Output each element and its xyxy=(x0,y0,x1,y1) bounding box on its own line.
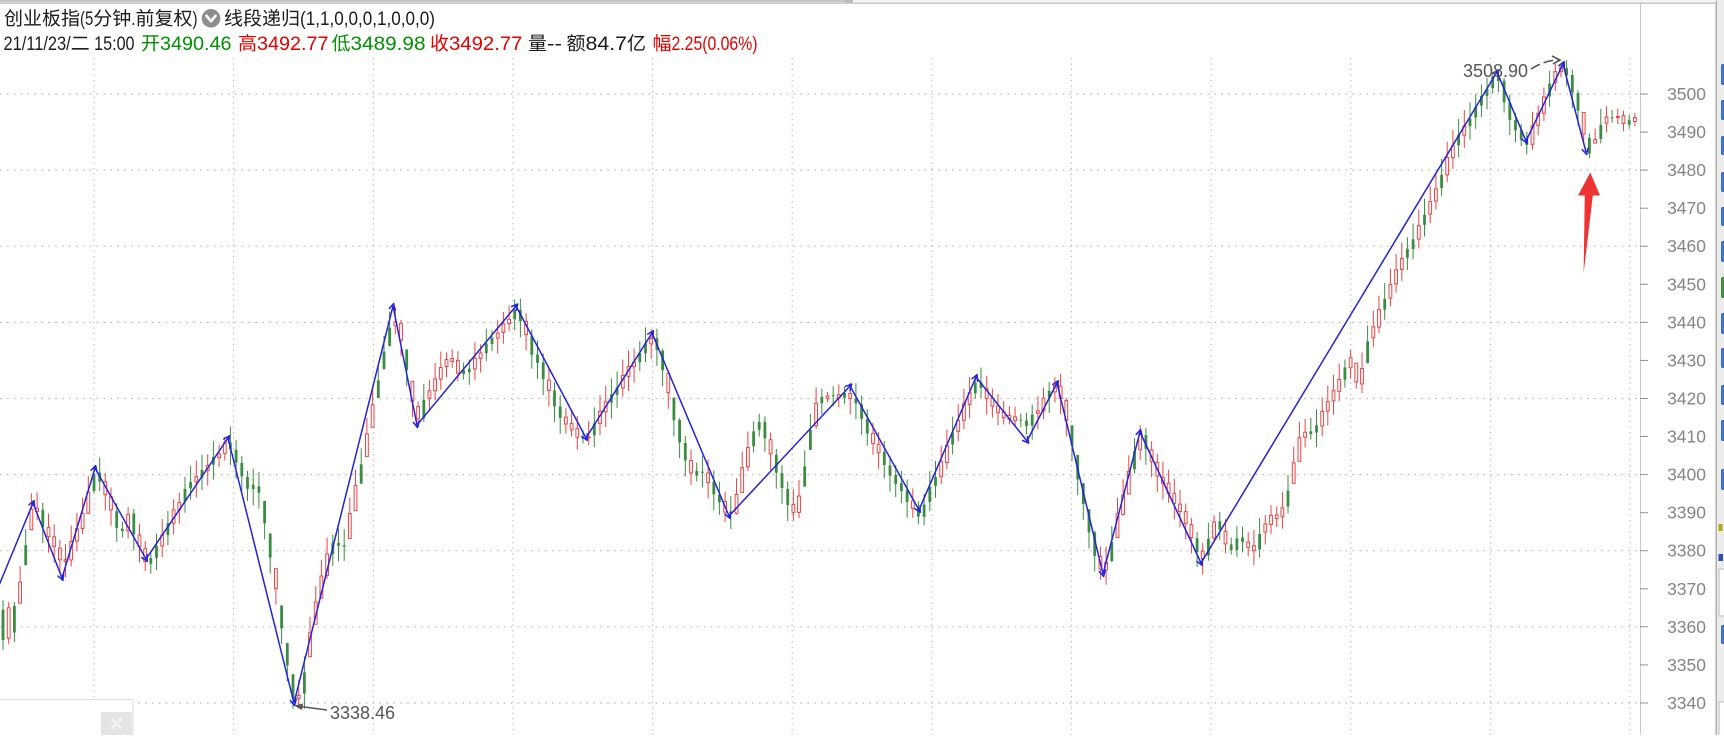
svg-text:(1,1,0,0,0,1,0,0,0): (1,1,0,0,0,1,0,0,0) xyxy=(300,9,435,30)
svg-text:3340: 3340 xyxy=(1667,693,1706,713)
svg-text:3492.77: 3492.77 xyxy=(449,34,523,55)
svg-text:3490: 3490 xyxy=(1667,122,1706,142)
svg-text:3430: 3430 xyxy=(1667,350,1706,370)
svg-text:3470: 3470 xyxy=(1667,198,1706,218)
svg-text:3450: 3450 xyxy=(1667,274,1706,294)
svg-text:3360: 3360 xyxy=(1667,617,1706,637)
svg-text:3410: 3410 xyxy=(1667,427,1706,447)
svg-text:3338.46: 3338.46 xyxy=(330,703,395,723)
svg-text:--: -- xyxy=(547,34,562,55)
svg-text:): ) xyxy=(193,9,198,30)
svg-text:3420: 3420 xyxy=(1667,389,1706,409)
svg-text:3508.90: 3508.90 xyxy=(1463,61,1528,81)
svg-text:(5: (5 xyxy=(80,9,93,30)
svg-text:3390: 3390 xyxy=(1667,503,1706,523)
svg-text:3350: 3350 xyxy=(1667,655,1706,675)
svg-text:3440: 3440 xyxy=(1667,312,1706,332)
svg-text:.: . xyxy=(131,9,135,30)
svg-text:84.7: 84.7 xyxy=(586,34,628,55)
svg-text:3460: 3460 xyxy=(1667,236,1706,256)
svg-text:2.25(0.06%): 2.25(0.06%) xyxy=(672,34,758,55)
svg-text:3489.98: 3489.98 xyxy=(351,34,426,55)
svg-text:3370: 3370 xyxy=(1667,579,1706,599)
svg-text:3400: 3400 xyxy=(1667,465,1706,485)
svg-text:15:00: 15:00 xyxy=(90,34,135,55)
svg-text:21/11/23/: 21/11/23/ xyxy=(4,34,72,55)
svg-text:3490.46: 3490.46 xyxy=(160,34,232,55)
svg-text:3380: 3380 xyxy=(1667,541,1706,561)
svg-text:3480: 3480 xyxy=(1667,160,1706,180)
svg-text:3492.77: 3492.77 xyxy=(257,34,329,55)
svg-text:3500: 3500 xyxy=(1667,84,1706,104)
